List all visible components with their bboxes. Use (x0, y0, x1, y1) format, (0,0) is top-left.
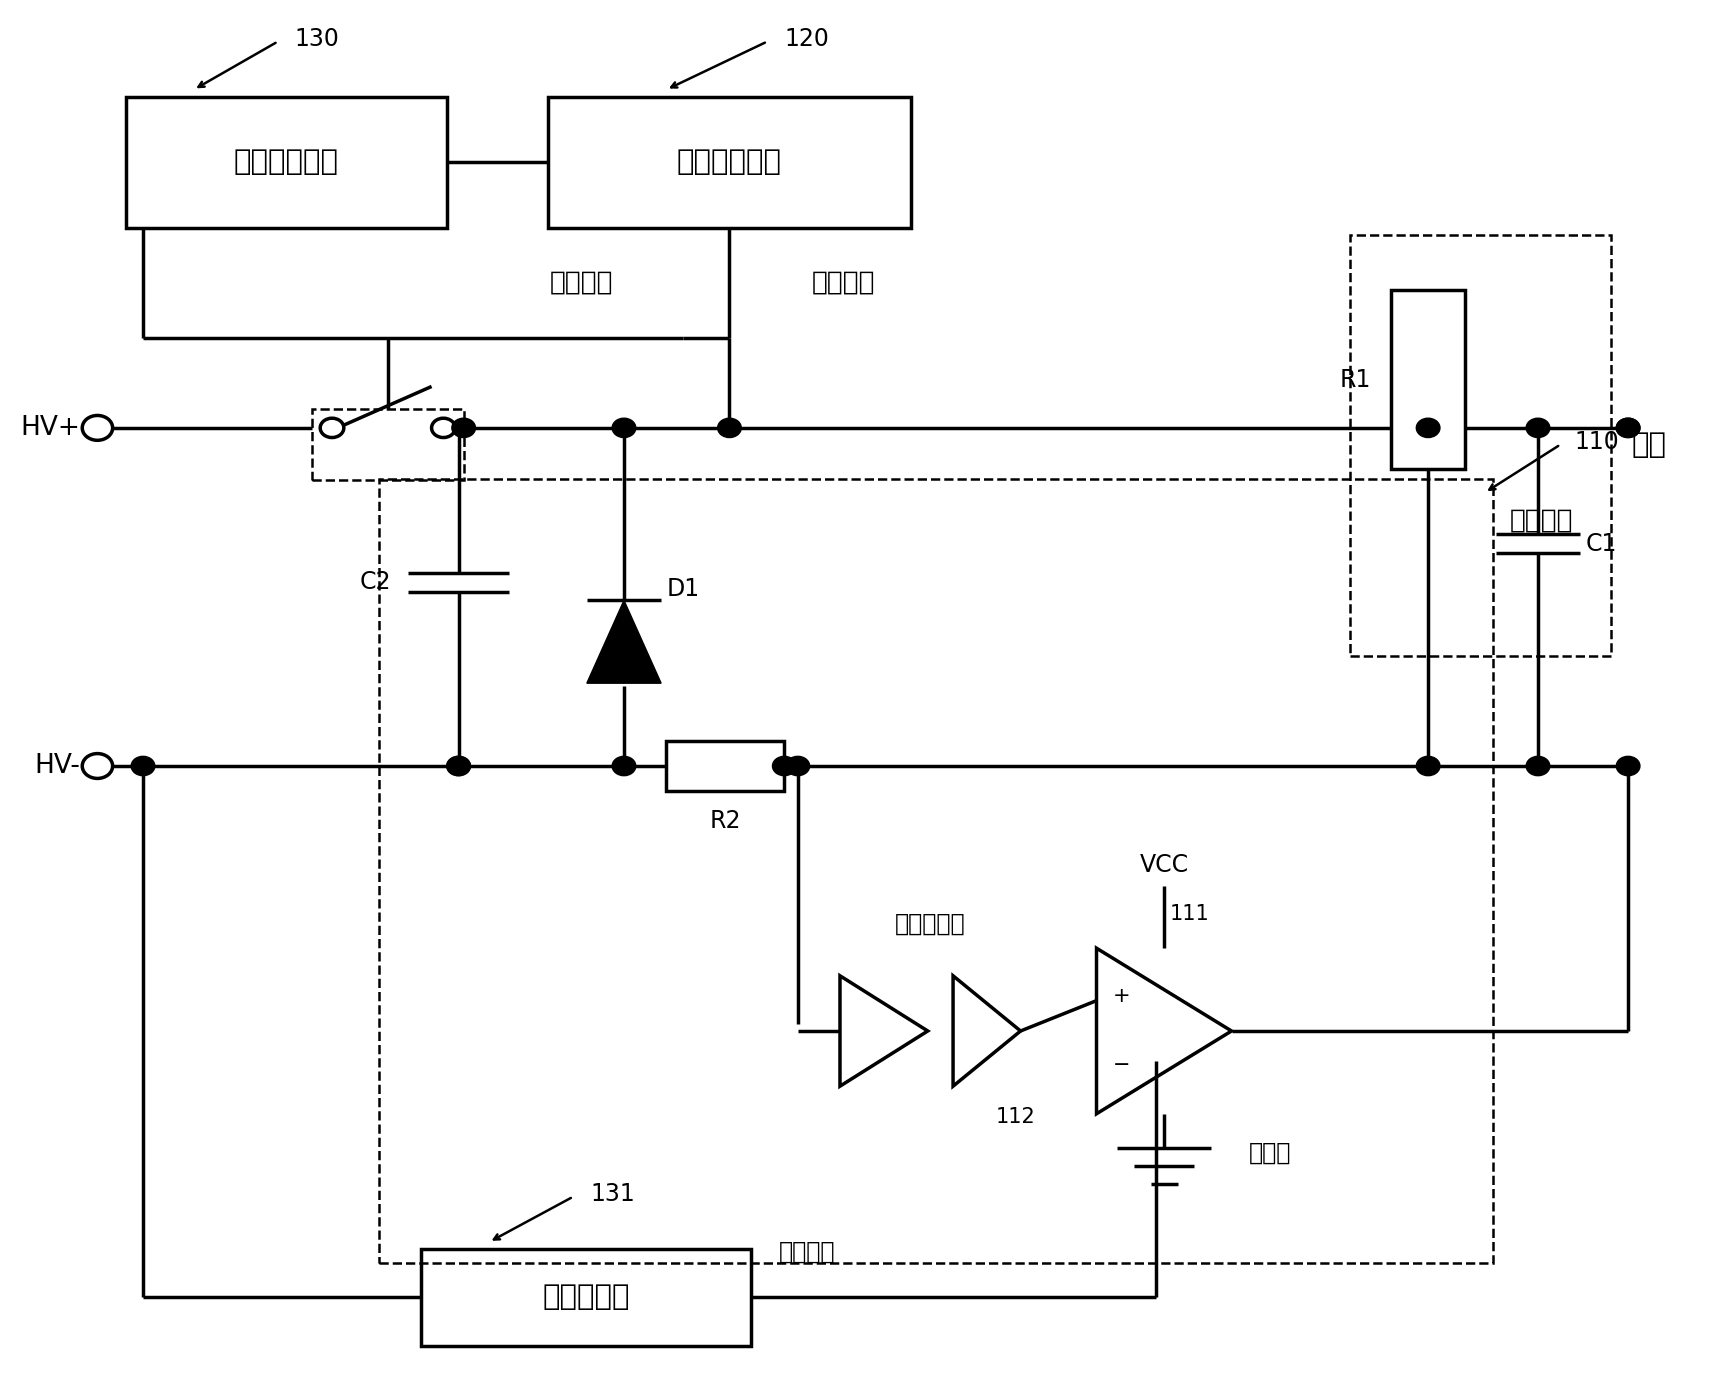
Text: 溶液: 溶液 (1632, 431, 1667, 459)
Text: D1: D1 (666, 577, 700, 601)
Circle shape (785, 757, 809, 775)
Circle shape (132, 757, 154, 775)
Bar (421, 1249, 751, 1345)
Bar (311, 408, 464, 481)
Circle shape (1617, 418, 1639, 438)
Text: VCC: VCC (1140, 853, 1189, 877)
Text: HV+: HV+ (21, 415, 80, 441)
Circle shape (1617, 418, 1639, 438)
Circle shape (1526, 418, 1550, 438)
Circle shape (447, 757, 471, 775)
Text: 隔离放大器: 隔离放大器 (895, 912, 965, 935)
Bar (548, 96, 910, 227)
Circle shape (717, 418, 741, 438)
Circle shape (613, 418, 636, 438)
Text: 门限电压: 门限电压 (779, 1239, 835, 1264)
Bar (1350, 234, 1612, 655)
Text: 采样模块: 采样模块 (1511, 507, 1574, 534)
Circle shape (613, 757, 636, 775)
Text: 第二处理模块: 第二处理模块 (234, 148, 339, 176)
Bar (380, 480, 1494, 1263)
Text: 110: 110 (1574, 429, 1619, 453)
Text: +: + (1114, 987, 1131, 1006)
Polygon shape (587, 601, 660, 683)
Text: 开关控制: 开关控制 (549, 270, 614, 296)
Circle shape (1417, 757, 1441, 775)
Circle shape (452, 418, 476, 438)
Text: −: − (1114, 1055, 1131, 1076)
Text: 比较器: 比较器 (1249, 1140, 1290, 1164)
Text: 112: 112 (996, 1107, 1035, 1126)
Circle shape (1617, 757, 1639, 775)
Circle shape (1526, 757, 1550, 775)
Circle shape (447, 757, 471, 775)
Text: 131: 131 (590, 1182, 635, 1206)
Text: C1: C1 (1586, 531, 1617, 556)
Circle shape (772, 757, 796, 775)
Text: C2: C2 (359, 570, 392, 594)
Bar (666, 742, 784, 790)
Text: 130: 130 (294, 26, 340, 50)
Text: 数模转换器: 数模转换器 (542, 1284, 630, 1312)
Circle shape (1417, 418, 1441, 438)
Text: HV-: HV- (34, 753, 80, 779)
Bar (1391, 290, 1465, 470)
Text: 电平检测: 电平检测 (811, 270, 874, 296)
Text: 第一处理模块: 第一处理模块 (678, 148, 782, 176)
Text: 120: 120 (784, 26, 830, 50)
Bar (127, 96, 447, 227)
Text: 111: 111 (1169, 903, 1210, 924)
Text: R2: R2 (710, 809, 741, 834)
Text: R1: R1 (1340, 368, 1371, 392)
